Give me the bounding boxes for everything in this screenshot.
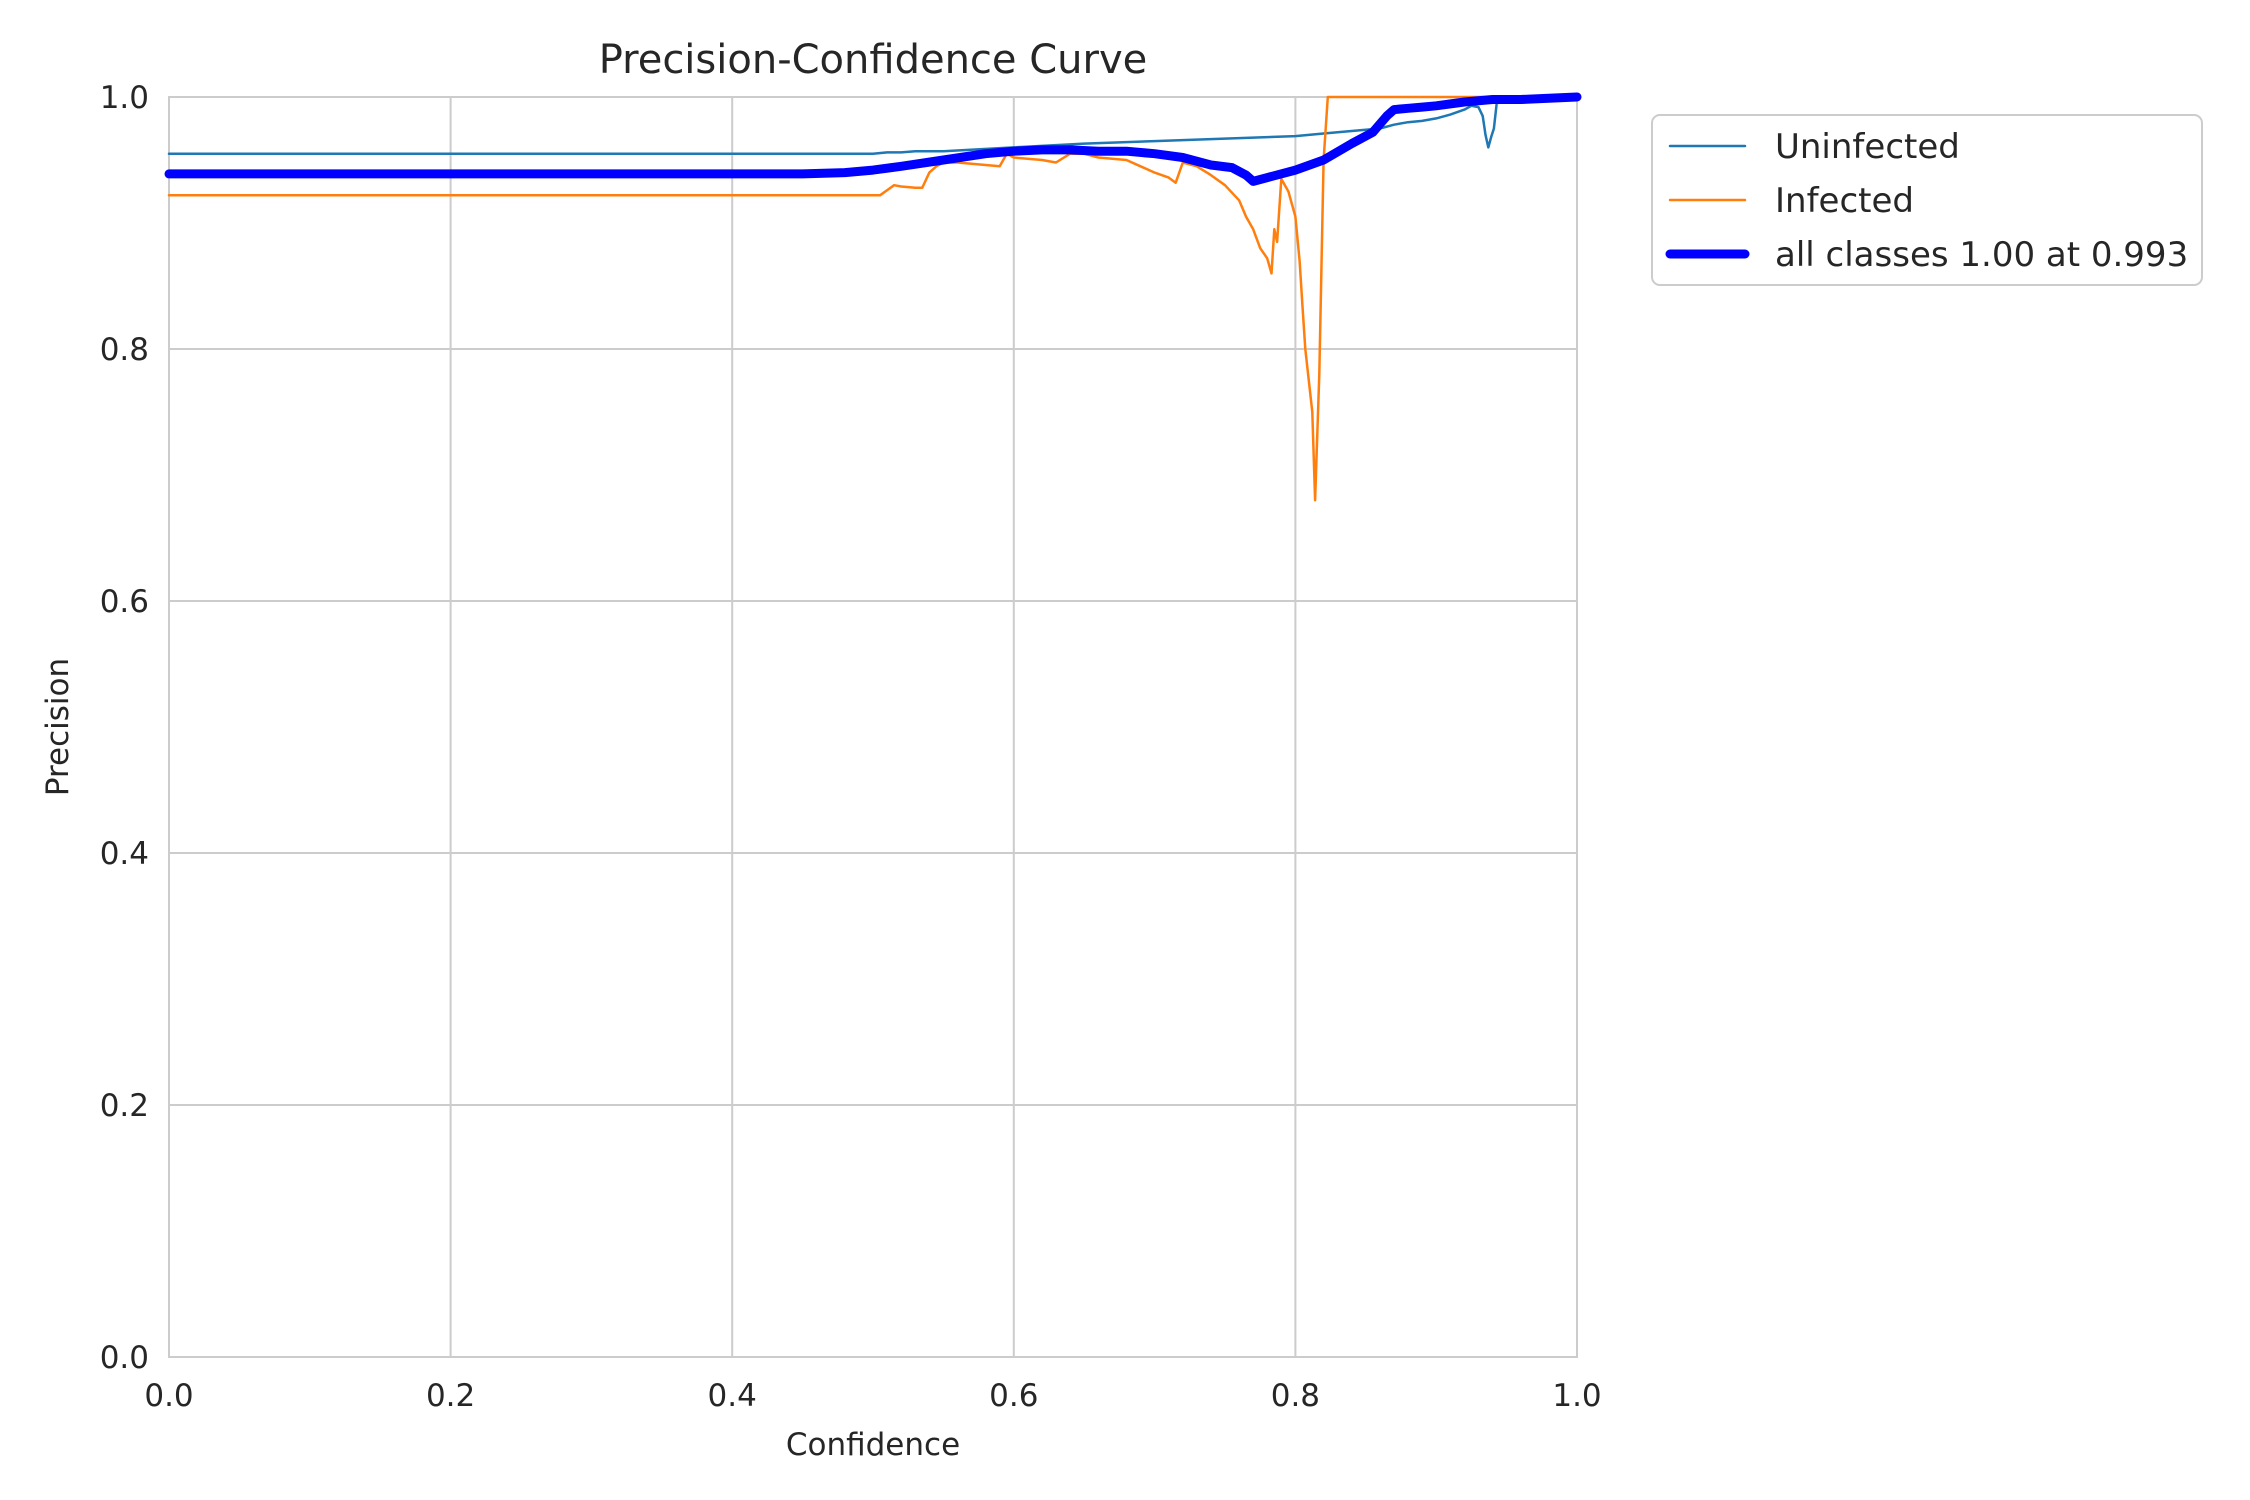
y-tick-label: 0.0: [100, 1340, 149, 1376]
legend-label: Uninfected: [1775, 127, 1960, 167]
x-tick-label: 1.0: [1552, 1378, 1601, 1414]
y-tick-label: 1.0: [100, 80, 149, 116]
y-tick-labels: 0.0 0.2 0.4 0.6 0.8 1.0: [100, 80, 149, 1376]
series-line-all: [164, 92, 1582, 186]
series-layer: [164, 92, 1582, 502]
legend-label: all classes 1.00 at 0.993: [1775, 235, 2188, 275]
x-tick-label: 0.0: [144, 1378, 193, 1414]
x-tick-label: 0.2: [426, 1378, 475, 1414]
series-line-uninfected: [167, 95, 1579, 155]
series-line-infected: [167, 95, 1579, 502]
x-axis-title: Confidence: [786, 1427, 960, 1463]
x-tick-labels: 0.0 0.2 0.4 0.6 0.8 1.0: [144, 1378, 1601, 1414]
y-tick-label: 0.4: [100, 836, 149, 872]
x-tick-label: 0.8: [1271, 1378, 1320, 1414]
y-axis-title: Precision: [40, 658, 76, 796]
legend-label: Infected: [1775, 181, 1914, 221]
x-tick-label: 0.4: [708, 1378, 757, 1414]
x-tick-label: 0.6: [989, 1378, 1038, 1414]
y-tick-label: 0.8: [100, 332, 149, 368]
chart-title: Precision-Confidence Curve: [599, 37, 1148, 83]
legend: Uninfected Infected all classes 1.00 at 0.…: [1651, 114, 2203, 286]
legend-box: [1651, 114, 2203, 286]
y-tick-label: 0.2: [100, 1088, 149, 1124]
grid: [168, 96, 1578, 1358]
y-tick-label: 0.6: [100, 584, 149, 620]
plot-frame: [168, 96, 1578, 1358]
